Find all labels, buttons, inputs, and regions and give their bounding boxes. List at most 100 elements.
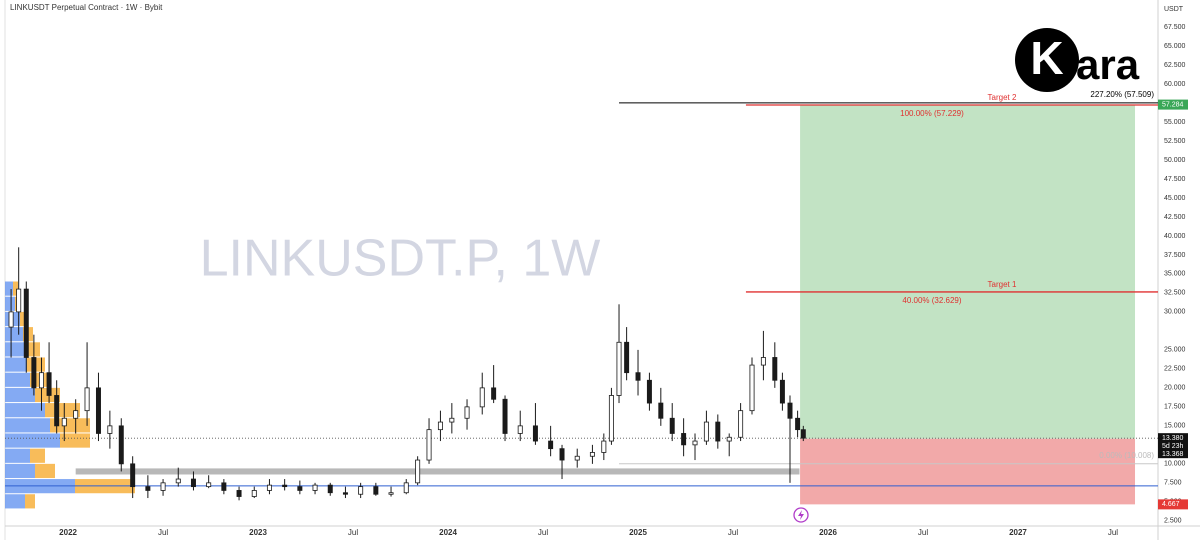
price-badge-countdown: 5d 23h — [1162, 443, 1184, 450]
candle-body — [38, 372, 44, 389]
candle-body — [327, 484, 333, 494]
candle-body — [130, 463, 136, 488]
candle-body — [772, 357, 778, 381]
candle-body — [715, 421, 721, 442]
event-icon[interactable] — [793, 507, 809, 523]
candle-body — [517, 425, 523, 434]
volume-profile-buy — [5, 387, 35, 403]
y-tick-label: 55.000 — [1164, 119, 1186, 126]
price-badge — [1158, 433, 1188, 459]
volume-profile-sell — [45, 403, 80, 418]
level-label: 40.00% (32.629) — [902, 296, 961, 305]
x-tick-label: Jul — [1108, 528, 1118, 537]
logo-text: ara — [1076, 41, 1140, 88]
event-icon-bolt — [798, 510, 804, 520]
profit-zone — [800, 104, 1136, 439]
candle-body — [491, 387, 497, 400]
candle-body — [403, 482, 409, 494]
candle-body — [54, 395, 60, 427]
y-tick-label: 47.500 — [1164, 176, 1186, 183]
y-tick-label: 20.000 — [1164, 385, 1186, 392]
x-tick-label: 2026 — [819, 528, 837, 537]
candle-body — [84, 387, 90, 412]
candle-body — [118, 425, 124, 465]
y-tick-label: 45.000 — [1164, 195, 1186, 202]
candle-body — [358, 486, 364, 495]
volume-profile-buy — [5, 418, 50, 433]
x-tick-label: 2023 — [249, 528, 267, 537]
candle-body — [635, 372, 641, 381]
candle-body — [415, 459, 421, 484]
candle-body — [779, 379, 785, 404]
volume-profile-buy — [5, 494, 25, 509]
candle-body — [692, 440, 698, 446]
y-tick-label: 67.500 — [1164, 24, 1186, 31]
candle-body — [31, 357, 37, 389]
loss-zone — [800, 438, 1136, 505]
candle-body — [464, 406, 470, 419]
volume-profile-sell — [60, 433, 90, 448]
candle-body — [532, 425, 538, 442]
plot: 227.20% (57.509) Target 2 100.00% (57.229)… — [5, 24, 1186, 537]
logo-circle — [1015, 28, 1079, 92]
logo-mark: K — [1030, 32, 1063, 84]
volume-profile-buy — [5, 327, 23, 342]
y-tick-label: 32.500 — [1164, 290, 1186, 297]
watermark: LINKUSDT.P, 1W — [200, 230, 601, 288]
y-tick-label: 40.000 — [1164, 233, 1186, 240]
candle-body — [342, 492, 348, 495]
candle-body — [738, 410, 744, 438]
candle-body — [95, 387, 101, 434]
volume-profile-buy — [5, 296, 15, 311]
chart-title: LINKUSDT Perpetual Contract · 1W · Bybit — [10, 3, 163, 12]
candle-body — [624, 341, 630, 374]
candle-body — [548, 440, 554, 450]
candle-body — [388, 492, 394, 495]
candle-body — [616, 341, 622, 396]
candle-body — [206, 482, 212, 488]
candle-body — [297, 486, 303, 491]
volume-profile-buy — [5, 342, 25, 357]
candle-body — [502, 398, 508, 434]
candle-body — [800, 429, 806, 439]
level-name: Target 2 — [988, 93, 1017, 102]
candle-body — [760, 357, 766, 366]
volume-profile-sell — [25, 494, 35, 509]
y-tick-label: 22.500 — [1164, 366, 1186, 373]
candle-body — [479, 387, 485, 408]
price-badge-sub: 13.368 — [1162, 451, 1184, 458]
x-tick-label: 2022 — [59, 528, 77, 537]
candle-body — [608, 395, 614, 442]
x-tick-label: Jul — [158, 528, 168, 537]
volume-profile-buy — [5, 463, 35, 479]
candle-body — [266, 484, 272, 491]
support-zone — [75, 468, 800, 475]
candle-body — [726, 436, 732, 442]
price-badge — [1158, 499, 1188, 510]
y-tick-label: 2.500 — [1164, 518, 1182, 525]
candle-body — [251, 490, 257, 497]
price-badge-label: 57.284 — [1162, 101, 1184, 108]
candle-body — [107, 425, 113, 434]
x-tick-label: 2024 — [439, 528, 457, 537]
candle-body — [8, 311, 14, 328]
candle-body — [703, 421, 709, 442]
volume-profile-buy — [5, 448, 30, 463]
candle-body — [373, 486, 379, 495]
candle-body — [221, 482, 227, 491]
candle-body — [236, 490, 242, 497]
y-tick-label: 42.500 — [1164, 214, 1186, 221]
x-tick-label: Jul — [918, 528, 928, 537]
candle-body — [449, 417, 455, 423]
volume-profile-buy — [5, 357, 27, 372]
candle-body — [559, 448, 565, 461]
y-tick-label: 52.500 — [1164, 138, 1186, 145]
level-label: 0.00% (10.008) — [1099, 451, 1154, 460]
y-tick-label: 30.000 — [1164, 309, 1186, 316]
price-badge — [1158, 99, 1188, 110]
candle-body — [589, 452, 595, 457]
y-tick-label: 10.000 — [1164, 461, 1186, 468]
candle-body — [658, 402, 664, 419]
x-tick-label: 2027 — [1009, 528, 1027, 537]
